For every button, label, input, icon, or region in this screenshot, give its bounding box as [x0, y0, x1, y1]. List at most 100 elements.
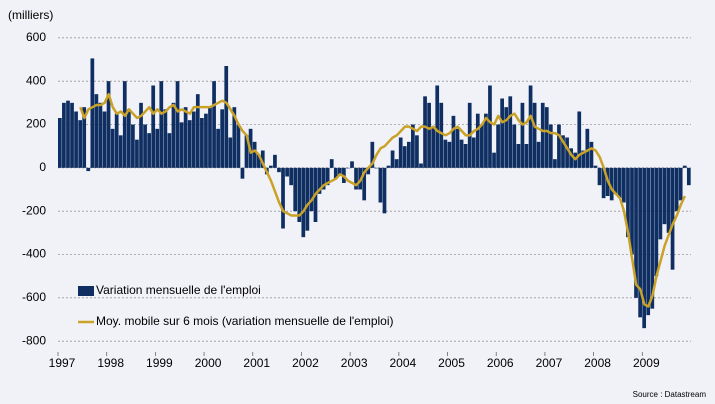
- bar: [569, 148, 573, 168]
- bar: [544, 107, 549, 168]
- bar: [536, 141, 541, 168]
- x-tick-label: 1999: [146, 356, 173, 370]
- bar: [256, 154, 261, 168]
- bar: [220, 109, 225, 168]
- bar: [195, 94, 200, 168]
- y-tick-label: -800: [22, 333, 46, 347]
- bar: [609, 167, 614, 201]
- bar: [475, 113, 480, 168]
- bar: [565, 137, 569, 168]
- bar: [321, 167, 326, 190]
- bar: [427, 102, 431, 168]
- bar: [90, 58, 95, 168]
- bar: [370, 141, 375, 168]
- x-tick-label: 2006: [487, 356, 514, 370]
- bar: [106, 81, 111, 168]
- bar: [548, 124, 553, 168]
- bar: [686, 167, 691, 186]
- bar: [309, 167, 314, 212]
- bar: [374, 167, 379, 169]
- x-tick-label: 2009: [633, 356, 660, 370]
- bar: [512, 124, 517, 168]
- bar: [638, 167, 642, 318]
- bar: [362, 167, 367, 201]
- bar: [143, 124, 147, 168]
- bar: [423, 96, 427, 168]
- bar: [366, 167, 371, 175]
- bar: [398, 137, 403, 168]
- y-tick-label: 200: [26, 117, 46, 131]
- bar: [147, 133, 151, 168]
- x-tick-label: 1997: [49, 356, 76, 370]
- bar: [589, 141, 594, 168]
- x-tick-label: 2008: [584, 356, 611, 370]
- bar: [617, 167, 622, 199]
- bar: [244, 135, 249, 168]
- bar: [613, 167, 618, 194]
- bar: [459, 139, 464, 168]
- bar: [443, 139, 448, 168]
- bar: [224, 66, 229, 168]
- bar: [155, 128, 160, 168]
- bar: [289, 167, 294, 186]
- bar: [62, 102, 66, 168]
- bar: [524, 144, 529, 168]
- bar: [662, 167, 667, 225]
- x-tick-label: 2005: [438, 356, 465, 370]
- bar: [581, 150, 586, 168]
- bar: [191, 111, 196, 168]
- bar: [463, 144, 468, 168]
- bar: [126, 109, 131, 168]
- bar: [236, 124, 241, 168]
- bar: [658, 167, 663, 240]
- bar: [346, 167, 350, 169]
- bar: [415, 135, 419, 168]
- bar: [167, 133, 172, 168]
- bar: [484, 113, 488, 168]
- x-tick-label: 1998: [97, 356, 124, 370]
- bar: [593, 165, 598, 168]
- bar: [216, 128, 220, 168]
- bar: [281, 167, 285, 229]
- x-tick-label: 2003: [341, 356, 368, 370]
- bar: [561, 135, 565, 168]
- bar: [163, 109, 168, 168]
- bar: [577, 111, 582, 168]
- bar: [317, 167, 322, 194]
- bar: [273, 154, 277, 168]
- bar: [431, 126, 436, 168]
- bar: [139, 102, 143, 168]
- unit-label: (milliers): [8, 8, 53, 22]
- x-tick-label: 2004: [389, 356, 416, 370]
- bar: [102, 111, 107, 168]
- bar: [646, 167, 651, 316]
- bar: [500, 98, 504, 168]
- bar: [94, 94, 99, 168]
- legend-label: Variation mensuelle de l'emploi: [96, 283, 261, 297]
- bar: [622, 167, 626, 203]
- bar: [110, 128, 115, 168]
- bar: [504, 107, 509, 168]
- bar: [630, 167, 634, 255]
- bar: [382, 167, 387, 214]
- y-tick-label: -200: [22, 203, 46, 217]
- bar: [277, 167, 281, 173]
- bar: [406, 141, 411, 168]
- bar: [411, 124, 415, 168]
- bar: [601, 167, 606, 199]
- y-tick-label: 0: [39, 160, 46, 174]
- bar: [66, 100, 70, 168]
- bar: [634, 167, 638, 298]
- bar: [455, 128, 460, 168]
- bar: [86, 167, 91, 172]
- bar: [208, 107, 212, 168]
- bar: [354, 167, 358, 190]
- bar: [419, 163, 423, 168]
- bar: [228, 137, 233, 168]
- bar: [516, 144, 521, 168]
- y-tick-label: -400: [22, 247, 46, 261]
- bar: [74, 111, 78, 168]
- bar: [135, 139, 139, 168]
- bar: [557, 124, 561, 168]
- bar: [82, 107, 87, 168]
